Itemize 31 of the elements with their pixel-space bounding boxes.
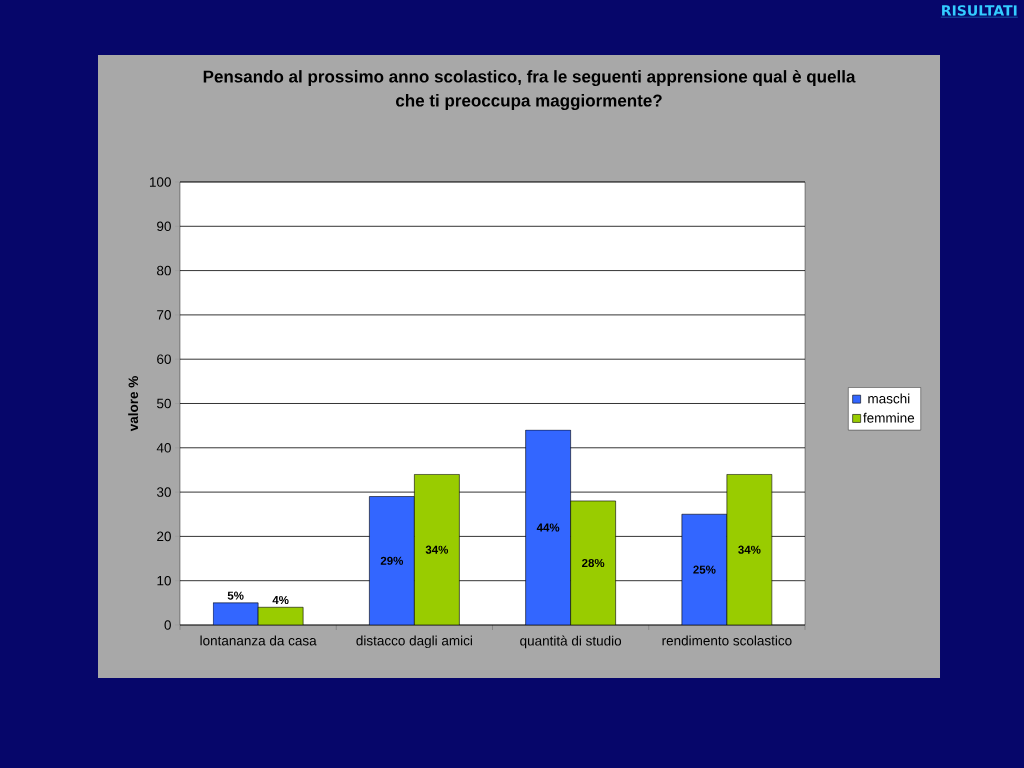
data-label: 29% (380, 556, 404, 565)
chart-title: Pensando al prossimo anno scolastico, fra le seguenti apprensione qual è quella che ti preoccupa maggiormente? (203, 69, 856, 111)
y-tick-label: 80 (157, 265, 171, 276)
bar (726, 474, 773, 625)
bar (570, 500, 616, 625)
y-tick-label: 30 (156, 487, 171, 497)
bar (414, 474, 460, 625)
x-tick-label: distacco dagli amici (356, 635, 472, 649)
data-label: 34% (425, 545, 449, 554)
y-tick-label: 50 (156, 398, 171, 409)
y-tick-label: 20 (157, 531, 171, 542)
legend-label: maschi (868, 393, 910, 404)
y-axis-title: valore % (128, 376, 139, 432)
data-label: 44% (536, 523, 560, 532)
x-tick-label: quantità di studio (520, 635, 622, 649)
y-tick-label: 40 (156, 443, 171, 453)
y-tick-label: 0 (164, 620, 171, 630)
y-tick-label: 10 (157, 575, 171, 586)
x-tick-label: lontananza da casa (200, 635, 317, 646)
data-label: 28% (582, 558, 605, 568)
data-label: 4% (272, 595, 289, 605)
y-tick-label: 60 (157, 354, 171, 364)
y-tick-label: 70 (157, 310, 171, 320)
x-tick-label: rendimento scolastico (662, 635, 792, 646)
legend-label: femmine (863, 412, 915, 423)
data-label: 25% (693, 565, 716, 574)
text: RISULTATI (942, 5, 1017, 16)
y-tick-label: 100 (149, 177, 171, 187)
y-tick-label: 90 (157, 221, 171, 232)
data-label: 34% (738, 545, 761, 554)
data-label: 5% (227, 591, 244, 600)
